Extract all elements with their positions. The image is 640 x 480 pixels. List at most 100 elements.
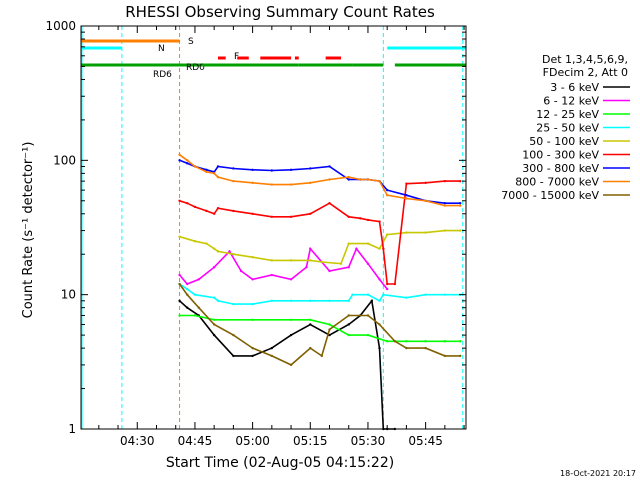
series-point (239, 269, 243, 273)
y-tick-label: 1 (68, 422, 76, 436)
series-point (305, 266, 308, 269)
series-point (216, 207, 220, 210)
series-point (366, 333, 370, 337)
series-point (393, 282, 397, 286)
series-point (289, 259, 293, 262)
legend-entry-label: 50 - 100 keV (529, 135, 599, 148)
series-point (197, 278, 200, 281)
series-point (385, 233, 389, 236)
series-point (193, 240, 197, 243)
series-point (186, 159, 189, 162)
series-point (232, 302, 235, 306)
series-point (443, 229, 447, 232)
series-point (351, 293, 354, 296)
series-point (366, 262, 370, 265)
series-point (289, 363, 293, 367)
series-point (385, 194, 389, 197)
series-point (193, 314, 197, 317)
series-point (216, 250, 220, 253)
series-point (424, 340, 427, 343)
legend-entry-label: 25 - 50 keV (536, 122, 599, 135)
series-point (443, 340, 447, 343)
plot-area: S N F RD0 RD6 (81, 26, 466, 431)
series-point (378, 179, 381, 183)
x-axis-label: Start Time (02-Aug-05 04:15:22) (166, 455, 394, 471)
series-point (385, 282, 389, 286)
series-point (347, 178, 350, 181)
series-point (186, 293, 189, 296)
series-point (178, 273, 181, 277)
legend: Det 1,3,4,5,6,9,FDecim 2, Att 0 3 - 6 keV… (501, 53, 630, 202)
series-point (385, 188, 389, 192)
series-point (186, 306, 189, 309)
series-point (205, 209, 208, 213)
series-point (347, 299, 350, 303)
series-point (178, 199, 181, 202)
chart-title: RHESSI Observing Summary Count Rates (125, 3, 435, 21)
series-point (424, 231, 427, 234)
series-point (251, 278, 254, 281)
series-point (366, 242, 370, 245)
series-point (328, 178, 331, 181)
series-point (328, 333, 331, 337)
series-point (405, 296, 408, 299)
flag-label-rd0: RD0 (186, 63, 205, 73)
series-point (424, 181, 427, 185)
series-point (405, 340, 408, 343)
series-point (232, 167, 235, 170)
series-point (212, 172, 216, 175)
series-point (232, 209, 235, 213)
series-point (309, 259, 312, 262)
flag-label-f: F (234, 52, 239, 62)
series-point (193, 205, 197, 209)
series-point (366, 314, 370, 317)
series-point (270, 346, 274, 350)
series-point (178, 235, 181, 238)
series-point (212, 333, 216, 337)
series-point (347, 333, 350, 337)
plot-frame (80, 25, 467, 430)
y-axis-label: Count Rate (s⁻¹ detector⁻¹) (21, 142, 36, 319)
series-point (186, 282, 189, 286)
series-point (459, 229, 462, 232)
series-point (405, 194, 408, 197)
series-point (424, 199, 427, 202)
series-point (289, 215, 293, 218)
series-point (289, 183, 293, 186)
series-point (443, 354, 447, 358)
series-point (339, 262, 343, 265)
series-point (289, 168, 293, 172)
series-point (328, 299, 331, 303)
series-point (378, 346, 381, 350)
series-point (378, 220, 381, 223)
legend-entry-label: 12 - 25 keV (536, 108, 599, 121)
legend-entry-label: 300 - 800 keV (522, 162, 599, 175)
series-point (378, 247, 381, 250)
series-point (178, 153, 181, 156)
series-point (405, 231, 408, 234)
series-point (378, 299, 381, 303)
series-point (212, 323, 216, 326)
series-point (186, 201, 189, 205)
series-point (178, 299, 181, 303)
series-point (443, 201, 447, 205)
series-point (424, 346, 427, 350)
series-point (459, 201, 462, 205)
series-point (328, 201, 331, 205)
x-tick-label: 04:30 (120, 434, 155, 448)
series-point (232, 179, 235, 183)
series-point (382, 247, 385, 250)
series-point (459, 179, 462, 183)
series-point (232, 354, 235, 358)
series-point (212, 247, 216, 250)
series-point (385, 287, 389, 291)
series-point (459, 354, 462, 358)
series-point (320, 354, 324, 358)
series-point (270, 169, 274, 172)
series-point (251, 256, 254, 259)
legend-entry-label: 6 - 12 keV (543, 95, 599, 108)
series-point (355, 247, 358, 250)
series-point (193, 293, 197, 296)
